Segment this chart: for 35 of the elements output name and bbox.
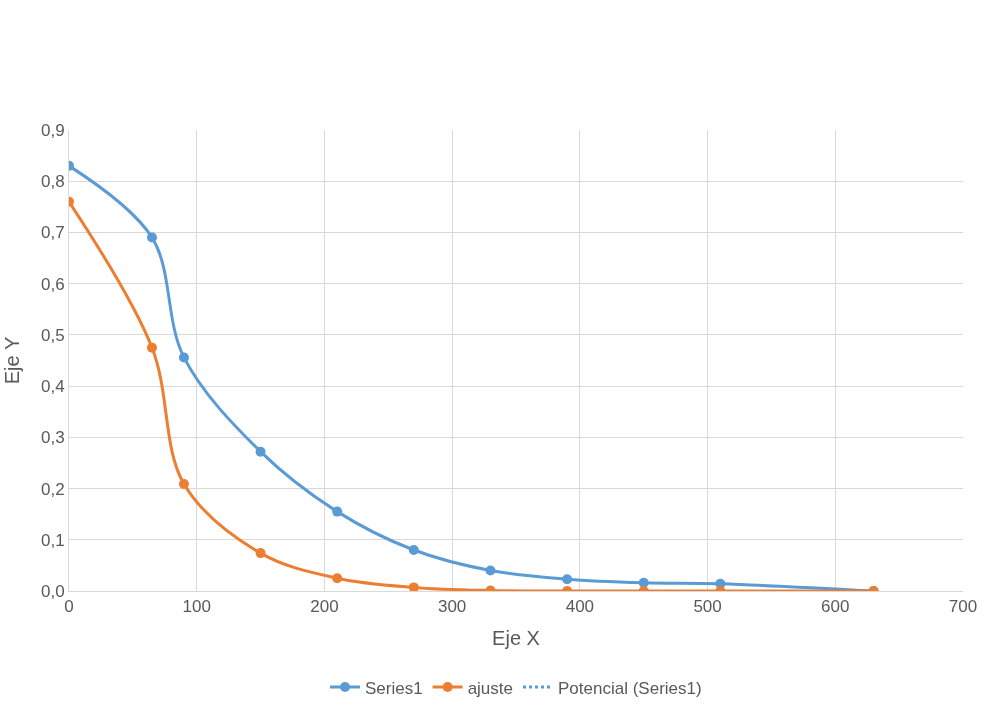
y-tick-label: 0,5 xyxy=(40,325,65,345)
point xyxy=(147,232,158,243)
x-tick-label: 0 xyxy=(64,597,74,617)
x-tick-label: 400 xyxy=(565,597,595,617)
x-tick-label: 600 xyxy=(821,597,850,617)
x-axis-title: Eje X xyxy=(492,626,540,649)
x-tick-label: 500 xyxy=(693,597,722,617)
y-tick-label: 0,9 xyxy=(40,120,65,140)
y-tick-label: 0,7 xyxy=(40,223,65,243)
y-tick-label: 0,6 xyxy=(40,274,65,294)
point xyxy=(178,478,189,489)
y-tick-label: 0,3 xyxy=(40,428,65,448)
x-tick-label: 700 xyxy=(948,597,978,617)
legend-label: ajuste xyxy=(467,678,514,698)
y-axis-title: Eje Y xyxy=(1,336,24,385)
legend-label: Potencial (Series1) xyxy=(558,678,702,698)
x-tick-label: 200 xyxy=(310,597,339,617)
y-tick-label: 0,8 xyxy=(40,172,65,192)
point xyxy=(332,506,343,517)
point xyxy=(408,545,419,556)
y-tick-label: 0,2 xyxy=(40,479,65,499)
y-tick-label: 0,1 xyxy=(40,530,65,550)
y-tick-label: 0,4 xyxy=(40,377,65,397)
point xyxy=(255,446,266,457)
legend-label: Series1 xyxy=(365,678,423,698)
point xyxy=(408,582,419,591)
point xyxy=(485,565,496,576)
x-tick-label: 100 xyxy=(182,597,211,617)
point xyxy=(178,352,189,363)
y-tick-label: 0,0 xyxy=(40,581,65,601)
point xyxy=(255,548,266,559)
x-tick-label: 300 xyxy=(437,597,467,617)
point xyxy=(562,574,573,585)
point xyxy=(332,573,343,584)
point xyxy=(147,342,158,353)
